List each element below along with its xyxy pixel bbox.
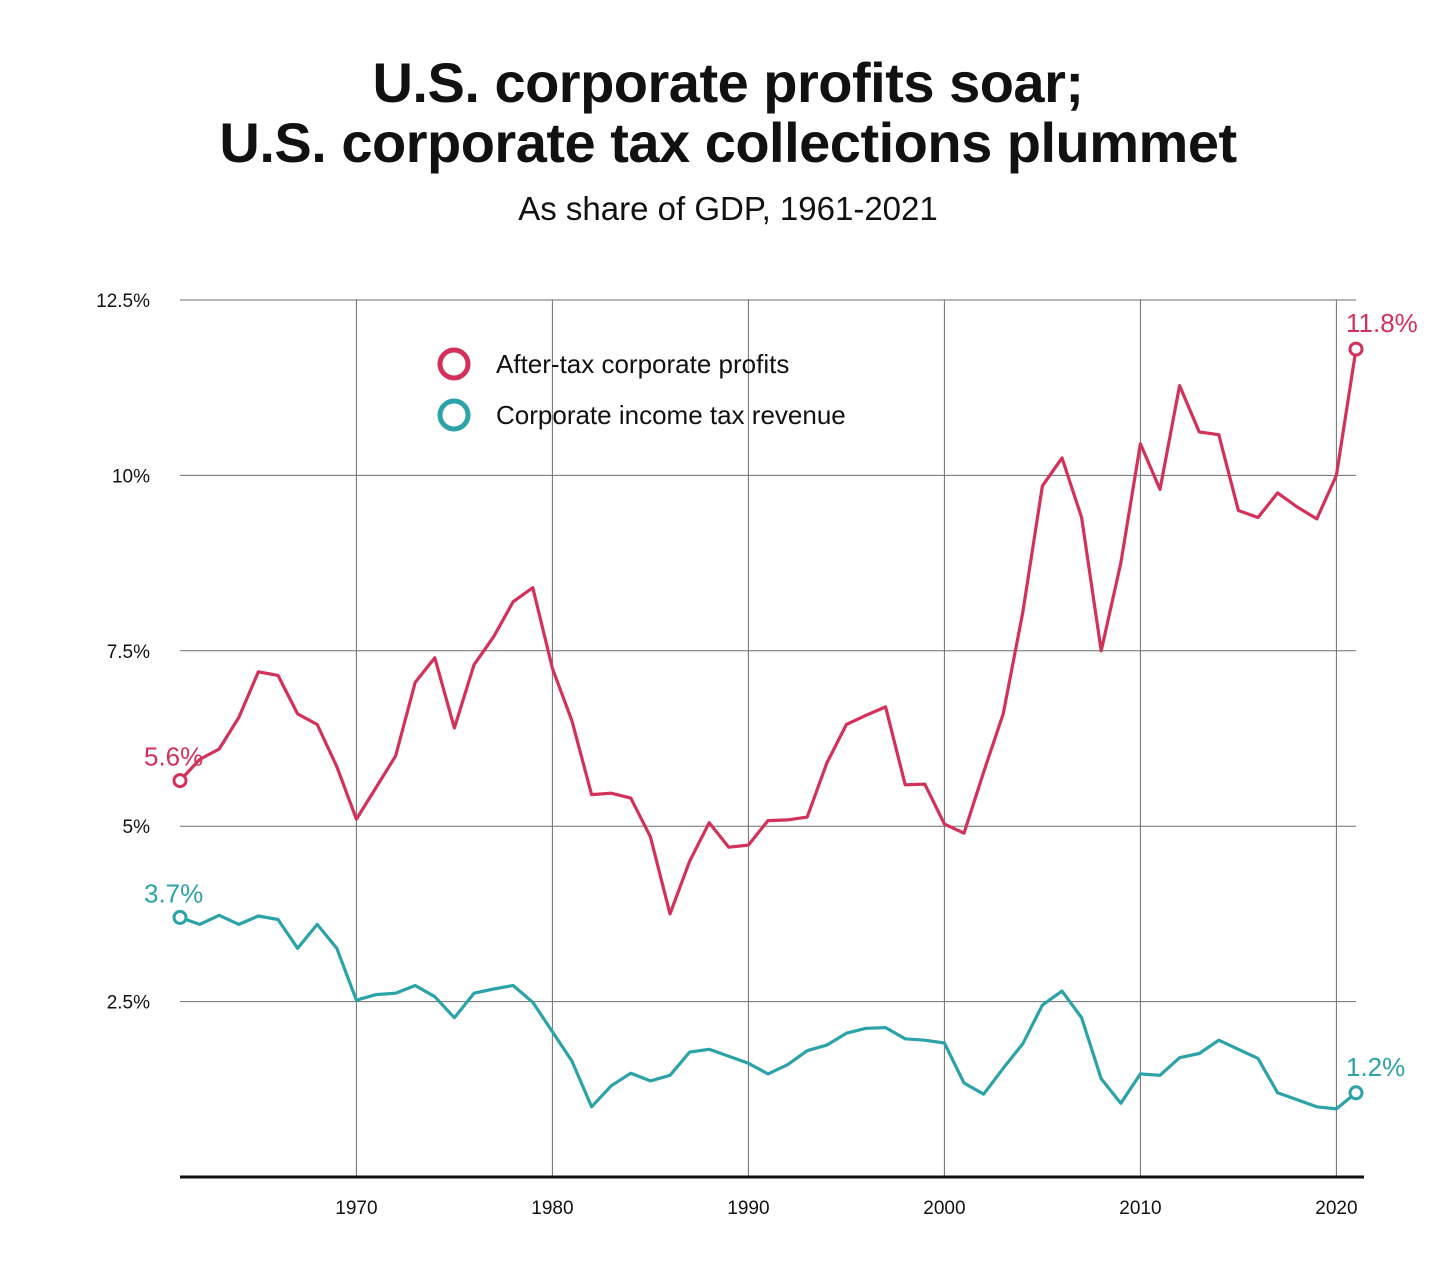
series-line-1 [178,347,1358,916]
legend-marker-icon [437,347,471,381]
y-axis-ticks: 2.5% 5% 7.5% 10% 12.5% [96,291,150,1014]
y-tick-label: 7.5% [107,642,150,663]
end-value-label: 11.8% [1346,308,1418,338]
end-value-label: 1.2% [1346,1052,1405,1082]
end-point-marker [1348,1085,1364,1101]
legend-label: After-tax corporate profits [496,349,789,379]
start-point-marker [172,909,188,925]
x-tick-label: 2010 [1119,1198,1161,1219]
x-tick-label: 1970 [335,1198,377,1219]
x-axis-ticks: 1970 1980 1990 2000 2010 2020 [335,1198,1357,1219]
legend-marker-icon [437,398,471,432]
start-value-label: 5.6% [144,742,203,772]
start-value-label: 3.7% [144,878,203,908]
x-tick-label: 2000 [923,1198,965,1219]
data-labels: 5.6% 11.8% 3.7% 1.2% [144,308,1418,1082]
y-tick-label: 2.5% [107,993,150,1014]
y-tick-label: 10% [112,466,150,487]
legend-label: Corporate income tax revenue [496,400,846,430]
grid-lines [180,299,1364,1179]
y-tick-label: 5% [123,817,151,838]
x-tick-label: 1980 [531,1198,573,1219]
series-lines [172,341,1364,1111]
x-tick-label: 2020 [1315,1198,1357,1219]
series-line-2 [178,913,1358,1111]
chart-title-line-2: U.S. corporate tax collections plummet [219,111,1237,174]
legend: After-tax corporate profits Corporate inc… [437,347,846,432]
start-point-marker [172,773,188,789]
chart-title-line-1: U.S. corporate profits soar; [372,51,1084,114]
y-tick-label: 12.5% [96,291,150,312]
end-point-marker [1348,341,1364,357]
x-tick-label: 1990 [727,1198,769,1219]
chart-subtitle: As share of GDP, 1961-2021 [518,190,938,227]
